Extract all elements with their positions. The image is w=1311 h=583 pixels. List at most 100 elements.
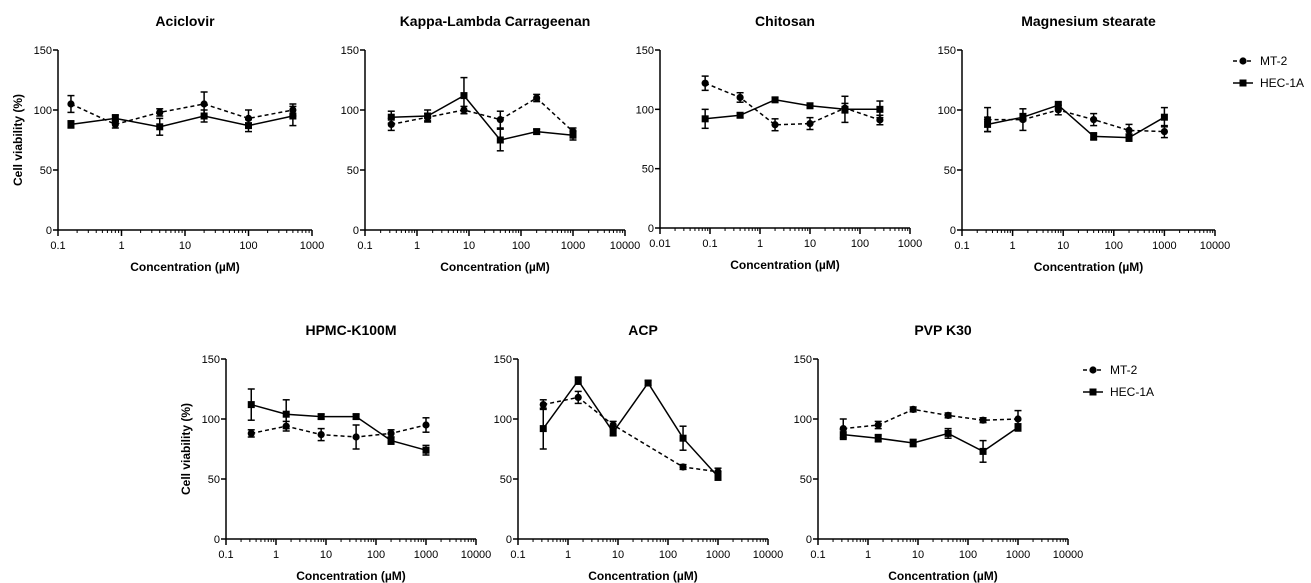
y-tick-label: 150 bbox=[794, 354, 812, 366]
data-point-mt-2 bbox=[422, 421, 430, 429]
data-point-mt-2 bbox=[533, 94, 541, 102]
data-point-mt-2 bbox=[387, 429, 395, 437]
x-tick-label: 10 bbox=[179, 240, 191, 252]
y-tick-label: 50 bbox=[347, 165, 359, 177]
x-tick-label: 1 bbox=[1010, 240, 1016, 252]
chart-title: HPMC-K100M bbox=[305, 322, 396, 338]
data-point-hec-1a bbox=[841, 105, 849, 113]
data-point-hec-1a bbox=[422, 446, 430, 454]
data-point-hec-1a bbox=[539, 425, 547, 433]
data-point-mt-2 bbox=[874, 421, 882, 429]
data-point-mt-2 bbox=[806, 119, 814, 128]
data-point-hec-1a bbox=[387, 113, 395, 121]
series-line-hec-1a bbox=[251, 403, 427, 451]
x-tick-label: 10 bbox=[320, 549, 332, 561]
x-tick-label: 0.1 bbox=[954, 240, 969, 252]
legend-item-mt2: MT-2 bbox=[1233, 54, 1288, 68]
data-point-hec-1a bbox=[111, 114, 119, 122]
y-tick-label: 0 bbox=[46, 225, 52, 237]
data-point-hec-1a bbox=[874, 434, 882, 442]
data-point-mt-2 bbox=[247, 429, 255, 437]
series-line-hec-1a bbox=[391, 94, 574, 141]
series-hec-1a bbox=[701, 95, 884, 130]
y-tick-label: 100 bbox=[341, 105, 359, 117]
y-tick-label: 0 bbox=[950, 225, 956, 237]
data-point-hec-1a bbox=[1125, 134, 1133, 142]
x-tick-label: 1 bbox=[757, 238, 763, 250]
series-line-hec-1a bbox=[843, 426, 1019, 453]
y-tick-label: 100 bbox=[494, 414, 512, 426]
y-tick-label: 150 bbox=[494, 354, 512, 366]
data-point-mt-2 bbox=[979, 416, 987, 424]
data-point-hec-1a bbox=[839, 431, 847, 439]
data-point-hec-1a bbox=[67, 120, 75, 128]
x-tick-label: 1 bbox=[565, 549, 571, 561]
data-point-hec-1a bbox=[609, 428, 617, 436]
series-line-hec-1a bbox=[542, 379, 719, 478]
x-tick-label: 0.1 bbox=[810, 549, 825, 561]
x-tick-label: 1000 bbox=[300, 240, 324, 252]
series-mt-2 bbox=[67, 91, 297, 129]
data-point-hec-1a bbox=[496, 136, 504, 144]
y-tick-label: 0 bbox=[806, 534, 812, 546]
data-point-hec-1a bbox=[317, 413, 325, 421]
x-tick-label: 1000 bbox=[1152, 240, 1176, 252]
data-point-hec-1a bbox=[736, 111, 744, 119]
y-tick-label: 0 bbox=[214, 534, 220, 546]
x-tick-label: 0.1 bbox=[510, 549, 525, 561]
y-tick-label: 150 bbox=[938, 45, 956, 57]
series-line-hec-1a bbox=[705, 99, 880, 120]
legend-item-hec1a: HEC-1A bbox=[1083, 385, 1154, 399]
x-tick-label: 0.1 bbox=[357, 240, 372, 252]
x-tick-label: 10000 bbox=[461, 549, 492, 561]
chart-aciclovir: Aciclovir 0 50 100 150 0.1 1 10 100 1000 Concentra… bbox=[11, 13, 324, 274]
data-point-hec-1a bbox=[644, 379, 652, 387]
chart-title: Kappa-Lambda Carrageenan bbox=[400, 13, 591, 29]
data-point-hec-1a bbox=[876, 105, 884, 113]
data-point-hec-1a bbox=[424, 112, 432, 120]
y-tick-label: 150 bbox=[34, 45, 52, 57]
data-point-mt-2 bbox=[609, 421, 617, 429]
series-hec-1a bbox=[247, 388, 430, 456]
series-line-mt-2 bbox=[391, 97, 574, 133]
x-axis-label: Concentration (µM) bbox=[588, 569, 698, 583]
x-tick-label: 10 bbox=[463, 240, 475, 252]
data-point-hec-1a bbox=[1014, 423, 1022, 431]
x-tick-label: 0.01 bbox=[649, 238, 670, 250]
data-point-hec-1a bbox=[289, 112, 297, 120]
data-point-hec-1a bbox=[247, 401, 255, 409]
chart-chitosan: Chitosan 0 50 100 150 0.01 0.1 1 10 100 1000 Concen… bbox=[636, 13, 923, 272]
x-axis-label: Concentration (µM) bbox=[440, 260, 550, 274]
y-tick-label: 100 bbox=[202, 414, 220, 426]
data-point-hec-1a bbox=[806, 102, 814, 110]
data-point-hec-1a bbox=[1090, 132, 1098, 140]
data-point-mt-2 bbox=[1160, 128, 1168, 136]
x-tick-label: 1000 bbox=[1006, 549, 1030, 561]
legend-hec1a-marker bbox=[1089, 388, 1097, 396]
x-axis-label: Concentration (µM) bbox=[296, 569, 406, 583]
y-tick-label: 150 bbox=[202, 354, 220, 366]
legend-item-hec1a: HEC-1A bbox=[1233, 76, 1304, 90]
data-point-hec-1a bbox=[714, 473, 722, 481]
series-hec-1a bbox=[839, 423, 1022, 463]
data-point-hec-1a bbox=[984, 120, 992, 128]
data-point-mt-2 bbox=[156, 108, 164, 116]
y-tick-label: 0 bbox=[353, 225, 359, 237]
chart-magnesium-stearate: Magnesium stearate 0 50 100 150 0.1 1 10 100 1000… bbox=[938, 13, 1231, 274]
data-point-mt-2 bbox=[67, 100, 75, 108]
data-point-mt-2 bbox=[496, 116, 504, 124]
data-point-mt-2 bbox=[1014, 415, 1022, 423]
x-tick-label: 100 bbox=[512, 240, 530, 252]
series-hec-1a bbox=[387, 76, 577, 152]
y-tick-label: 100 bbox=[794, 414, 812, 426]
data-point-mt-2 bbox=[909, 405, 917, 413]
x-tick-label: 10000 bbox=[753, 549, 784, 561]
x-tick-label: 100 bbox=[1105, 240, 1123, 252]
series-line-hec-1a bbox=[70, 115, 294, 128]
legend-hec1a-label: HEC-1A bbox=[1260, 76, 1304, 90]
x-tick-label: 1 bbox=[414, 240, 420, 252]
series-hec-1a bbox=[539, 376, 722, 481]
x-tick-label: 10000 bbox=[610, 240, 641, 252]
x-tick-label: 0.1 bbox=[702, 238, 717, 250]
